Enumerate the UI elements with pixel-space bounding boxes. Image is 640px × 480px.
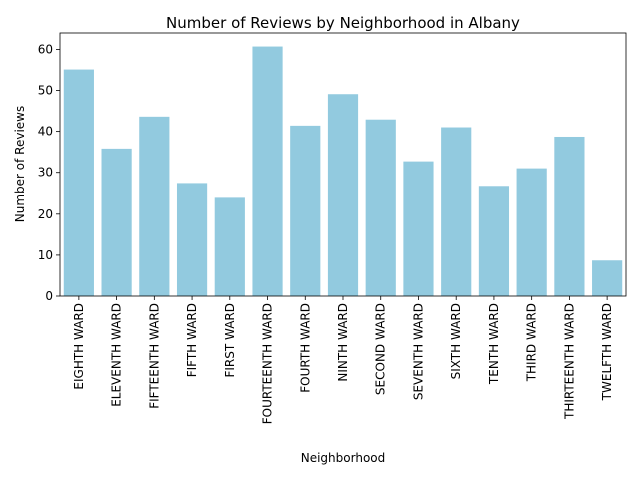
x-tick-label: FIRST WARD [223,303,237,378]
y-tick-label: 30 [38,166,53,180]
x-tick-label: THIRTEENTH WARD [562,303,576,420]
bar-thirteenth-ward [554,136,585,296]
y-axis-ticks: 0 10 20 30 40 50 60 [38,42,60,303]
y-tick-label: 50 [38,84,53,98]
x-tick-label: SECOND WARD [374,303,388,395]
bar-eighth-ward [63,69,94,296]
bar-tenth-ward [478,186,510,296]
x-tick-label: FIFTEENTH WARD [147,303,161,409]
bar-eleventh-ward [101,148,132,296]
chart-title: Number of Reviews by Neighborhood in Alb… [166,14,520,32]
x-axis-label: Neighborhood [301,451,386,465]
y-tick-label: 10 [38,248,53,262]
x-tick-label: ELEVENTH WARD [110,303,124,407]
x-tick-label: FOURTH WARD [298,303,312,393]
bar-seventh-ward [403,161,434,296]
x-tick-label: TENTH WARD [487,303,501,385]
bar-ninth-ward [327,94,359,296]
x-tick-label: NINTH WARD [336,303,350,382]
y-axis-label: Number of Reviews [13,106,27,222]
y-tick-label: 0 [45,289,53,303]
x-tick-label: SEVENTH WARD [411,303,425,400]
bar-fourth-ward [290,125,321,297]
y-tick-label: 40 [38,125,53,139]
bar-fourteenth-ward [252,46,283,297]
bar-fifteenth-ward [139,116,170,296]
x-tick-label: EIGHTH WARD [72,303,86,390]
x-tick-label: THIRD WARD [525,303,539,382]
y-tick-label: 60 [38,42,53,56]
x-tick-label: FIFTH WARD [185,303,199,377]
bar-twelfth-ward [592,260,623,296]
x-tick-label: FOURTEENTH WARD [261,303,275,424]
y-tick-label: 20 [38,207,53,221]
x-axis-ticks: EIGHTH WARD ELEVENTH WARD FIFTEENTH WARD FI… [72,296,614,424]
plot-frame [59,32,627,297]
bar-third-ward [516,168,547,296]
bar-fifth-ward [176,183,208,296]
bar-sixth-ward [441,127,472,297]
bar-second-ward [365,119,396,297]
bar-first-ward [214,197,245,297]
x-tick-label: TWELFTH WARD [600,303,614,401]
x-tick-label: SIXTH WARD [449,303,463,379]
bars-group [63,46,623,297]
